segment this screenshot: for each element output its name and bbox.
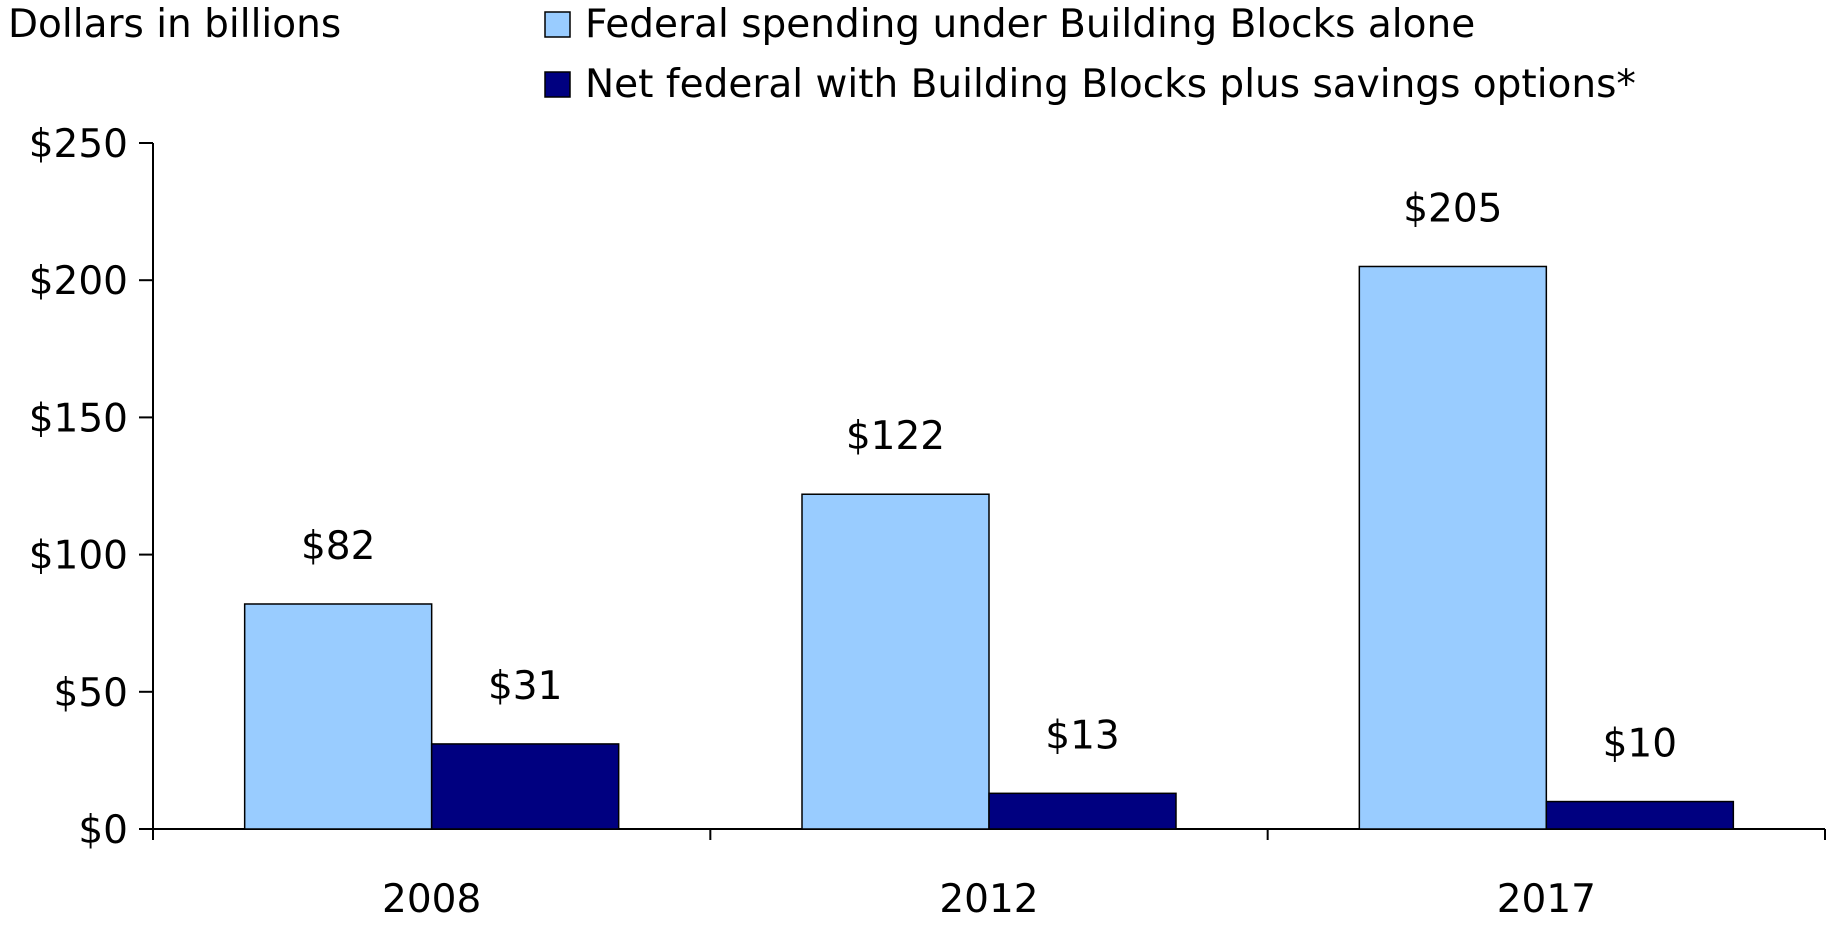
- data-label: $82: [301, 524, 375, 569]
- bar-building-blocks-alone-2008: [243, 603, 433, 830]
- bar-net-federal-2012: [988, 792, 1177, 830]
- data-label: $10: [1603, 722, 1677, 767]
- y-tick-label: $200: [29, 259, 128, 304]
- data-labels: $82 $122 $205 $31 $13 $10: [301, 186, 1677, 766]
- data-label: $205: [1403, 186, 1502, 231]
- y-tick-label: $50: [54, 671, 128, 716]
- legend-swatch: [544, 71, 571, 98]
- data-label: $13: [1045, 713, 1119, 758]
- legend-label: Net federal with Building Blocks plus sa…: [585, 62, 1636, 107]
- bar-building-blocks-alone-2017: [1358, 265, 1548, 830]
- y-tick-label: $250: [29, 122, 128, 167]
- data-label: $122: [846, 414, 945, 459]
- y-axis: $0 $50 $100 $150 $200 $250: [29, 122, 154, 853]
- x-tick-label: 2008: [382, 877, 481, 922]
- bar-net-federal-2017: [1545, 800, 1735, 830]
- x-tick-label: 2012: [939, 877, 1038, 922]
- bar-net-federal-2008: [430, 743, 620, 830]
- bar-building-blocks-alone-2012: [801, 493, 990, 830]
- legend: Federal spending under Building Blocks a…: [544, 2, 1636, 107]
- y-axis-label: Dollars in billions: [8, 2, 341, 47]
- x-tick-label: 2017: [1497, 877, 1596, 922]
- legend-swatch: [544, 11, 571, 38]
- y-tick-label: $0: [78, 808, 128, 853]
- legend-label: Federal spending under Building Blocks a…: [585, 2, 1475, 47]
- y-tick-label: $150: [29, 396, 128, 441]
- data-label: $31: [488, 664, 562, 709]
- x-axis: 2008 2012 2017: [152, 828, 1826, 922]
- y-tick-label: $100: [29, 534, 128, 579]
- bars: [243, 265, 1735, 830]
